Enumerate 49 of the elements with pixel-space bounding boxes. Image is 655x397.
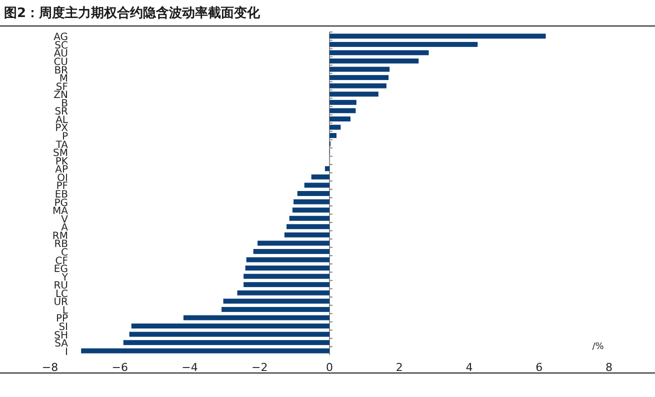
y-tick-label: I [65,346,68,358]
bar [330,116,350,122]
bar [311,174,330,180]
bar [131,324,330,328]
bar [304,182,330,188]
bar [330,83,386,88]
bar [253,248,330,254]
bar [244,282,330,288]
bar [292,208,330,213]
bar [324,166,330,172]
bar [330,42,478,47]
bar [294,199,330,204]
x-axis-title: /% [592,342,604,352]
bar [284,232,330,238]
bar [297,191,330,196]
bar [330,108,356,114]
bar [222,306,330,312]
bar [289,216,330,221]
x-tick-label: 8 [606,361,612,374]
x-tick-label: −2 [252,361,268,374]
bar [330,58,419,64]
y-tick-label: UR [54,297,68,308]
bar [223,298,330,304]
x-tick-label: 2 [396,361,403,374]
bar [258,240,330,246]
x-tick-label: 6 [536,361,543,374]
x-tick-label: −4 [182,361,198,374]
y-tick-label: SA [54,338,68,350]
chart-title: 图2：周度主力期权合约隐含波动率截面变化 [4,5,262,21]
x-tick-label: 0 [326,361,333,374]
bar [330,50,429,56]
bar [286,224,330,230]
bar [330,133,336,138]
bar [246,257,330,262]
bar [330,75,389,80]
bar [123,340,330,346]
bar [237,290,330,296]
x-tick-label: −6 [112,361,128,374]
bar [81,348,330,354]
bar [330,92,378,97]
bar [330,66,390,72]
bar [183,315,330,320]
bar [245,266,330,271]
bar [129,332,330,337]
bar [244,274,330,279]
x-tick-label: −8 [42,361,58,374]
bar [330,100,356,105]
bar [330,34,546,39]
x-tick-label: 4 [466,361,473,374]
